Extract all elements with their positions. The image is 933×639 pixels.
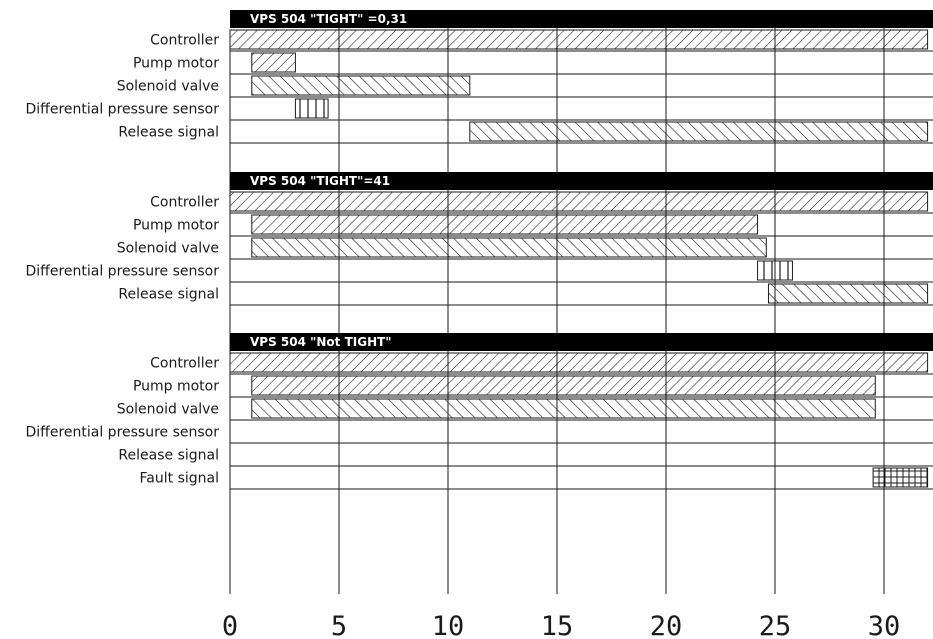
axis-tick-label: 30 (868, 611, 901, 639)
timing-row: Differential pressure sensor (26, 98, 933, 121)
timing-row: Controller (150, 352, 933, 375)
timing-row: Differential pressure sensor (26, 425, 933, 444)
row-label: Solenoid valve (117, 79, 219, 95)
row-label: Differential pressure sensor (26, 264, 220, 280)
signal-segment (229, 191, 929, 212)
timing-row: Solenoid valve (117, 75, 933, 98)
signal-segment (229, 352, 929, 373)
row-label: Pump motor (133, 218, 219, 234)
timing-row: Solenoid valve (117, 237, 933, 260)
axis-tick-label: 25 (759, 611, 792, 639)
timing-row: Pump motor (133, 214, 933, 237)
signal-segment (251, 237, 767, 258)
timing-row: Fault signal (140, 467, 933, 490)
timing-row: Differential pressure sensor (26, 260, 933, 283)
row-label: Fault signal (140, 471, 219, 487)
section-title: VPS 504 "TIGHT" =0,31 (250, 12, 407, 26)
row-label: Controller (150, 356, 219, 372)
row-label: Release signal (118, 125, 219, 141)
signal-segment (294, 98, 329, 119)
axis-tick-label: 10 (432, 611, 465, 639)
timing-row: Pump motor (133, 52, 933, 75)
row-label: Pump motor (133, 56, 219, 72)
axis-tick-label: 20 (650, 611, 683, 639)
signal-segment (229, 29, 929, 50)
section-header-bar (230, 333, 933, 351)
signal-segment (251, 214, 759, 235)
row-label: Release signal (118, 448, 219, 464)
timing-row: Pump motor (133, 375, 933, 398)
row-label: Differential pressure sensor (26, 102, 220, 118)
section-2: VPS 504 "TIGHT"=41 Controller Pump motor So… (26, 172, 933, 306)
timing-row: Release signal (118, 283, 933, 306)
row-label: Release signal (118, 287, 219, 303)
section-header-bar (230, 10, 933, 28)
row-label: Pump motor (133, 379, 219, 395)
section-3: VPS 504 "Not TIGHT" Controller Pump motor S… (26, 333, 933, 490)
timing-row: Controller (150, 191, 933, 214)
row-label: Solenoid valve (117, 402, 219, 418)
signal-segment (251, 398, 876, 419)
signal-segment (251, 375, 876, 396)
axis-tick-label: 5 (331, 611, 347, 639)
timing-row: Solenoid valve (117, 398, 933, 421)
timing-row: Release signal (118, 448, 933, 467)
axis-tick-label: 15 (541, 611, 574, 639)
timing-row: Release signal (118, 121, 933, 144)
timing-row: Controller (150, 29, 933, 52)
section-header-bar (230, 172, 933, 190)
signal-segment (872, 467, 929, 488)
row-label: Differential pressure sensor (26, 425, 220, 441)
section-1: VPS 504 "TIGHT" =0,31 Controller Pump moto… (26, 10, 933, 144)
row-label: Controller (150, 195, 219, 211)
x-axis: 0 5 10 15 20 25 30 (222, 611, 900, 639)
sections: VPS 504 "TIGHT" =0,31 Controller Pump moto… (26, 10, 933, 490)
axis-tick-label: 0 (222, 611, 238, 639)
section-title: VPS 504 "TIGHT"=41 (250, 174, 390, 188)
row-label: Solenoid valve (117, 241, 219, 257)
signal-segment (251, 75, 471, 96)
signal-segment (757, 260, 793, 281)
signal-segment (251, 52, 296, 73)
row-label: Controller (150, 33, 219, 49)
signal-segment (767, 283, 929, 304)
section-title: VPS 504 "Not TIGHT" (250, 335, 392, 349)
signal-segment (469, 121, 929, 142)
